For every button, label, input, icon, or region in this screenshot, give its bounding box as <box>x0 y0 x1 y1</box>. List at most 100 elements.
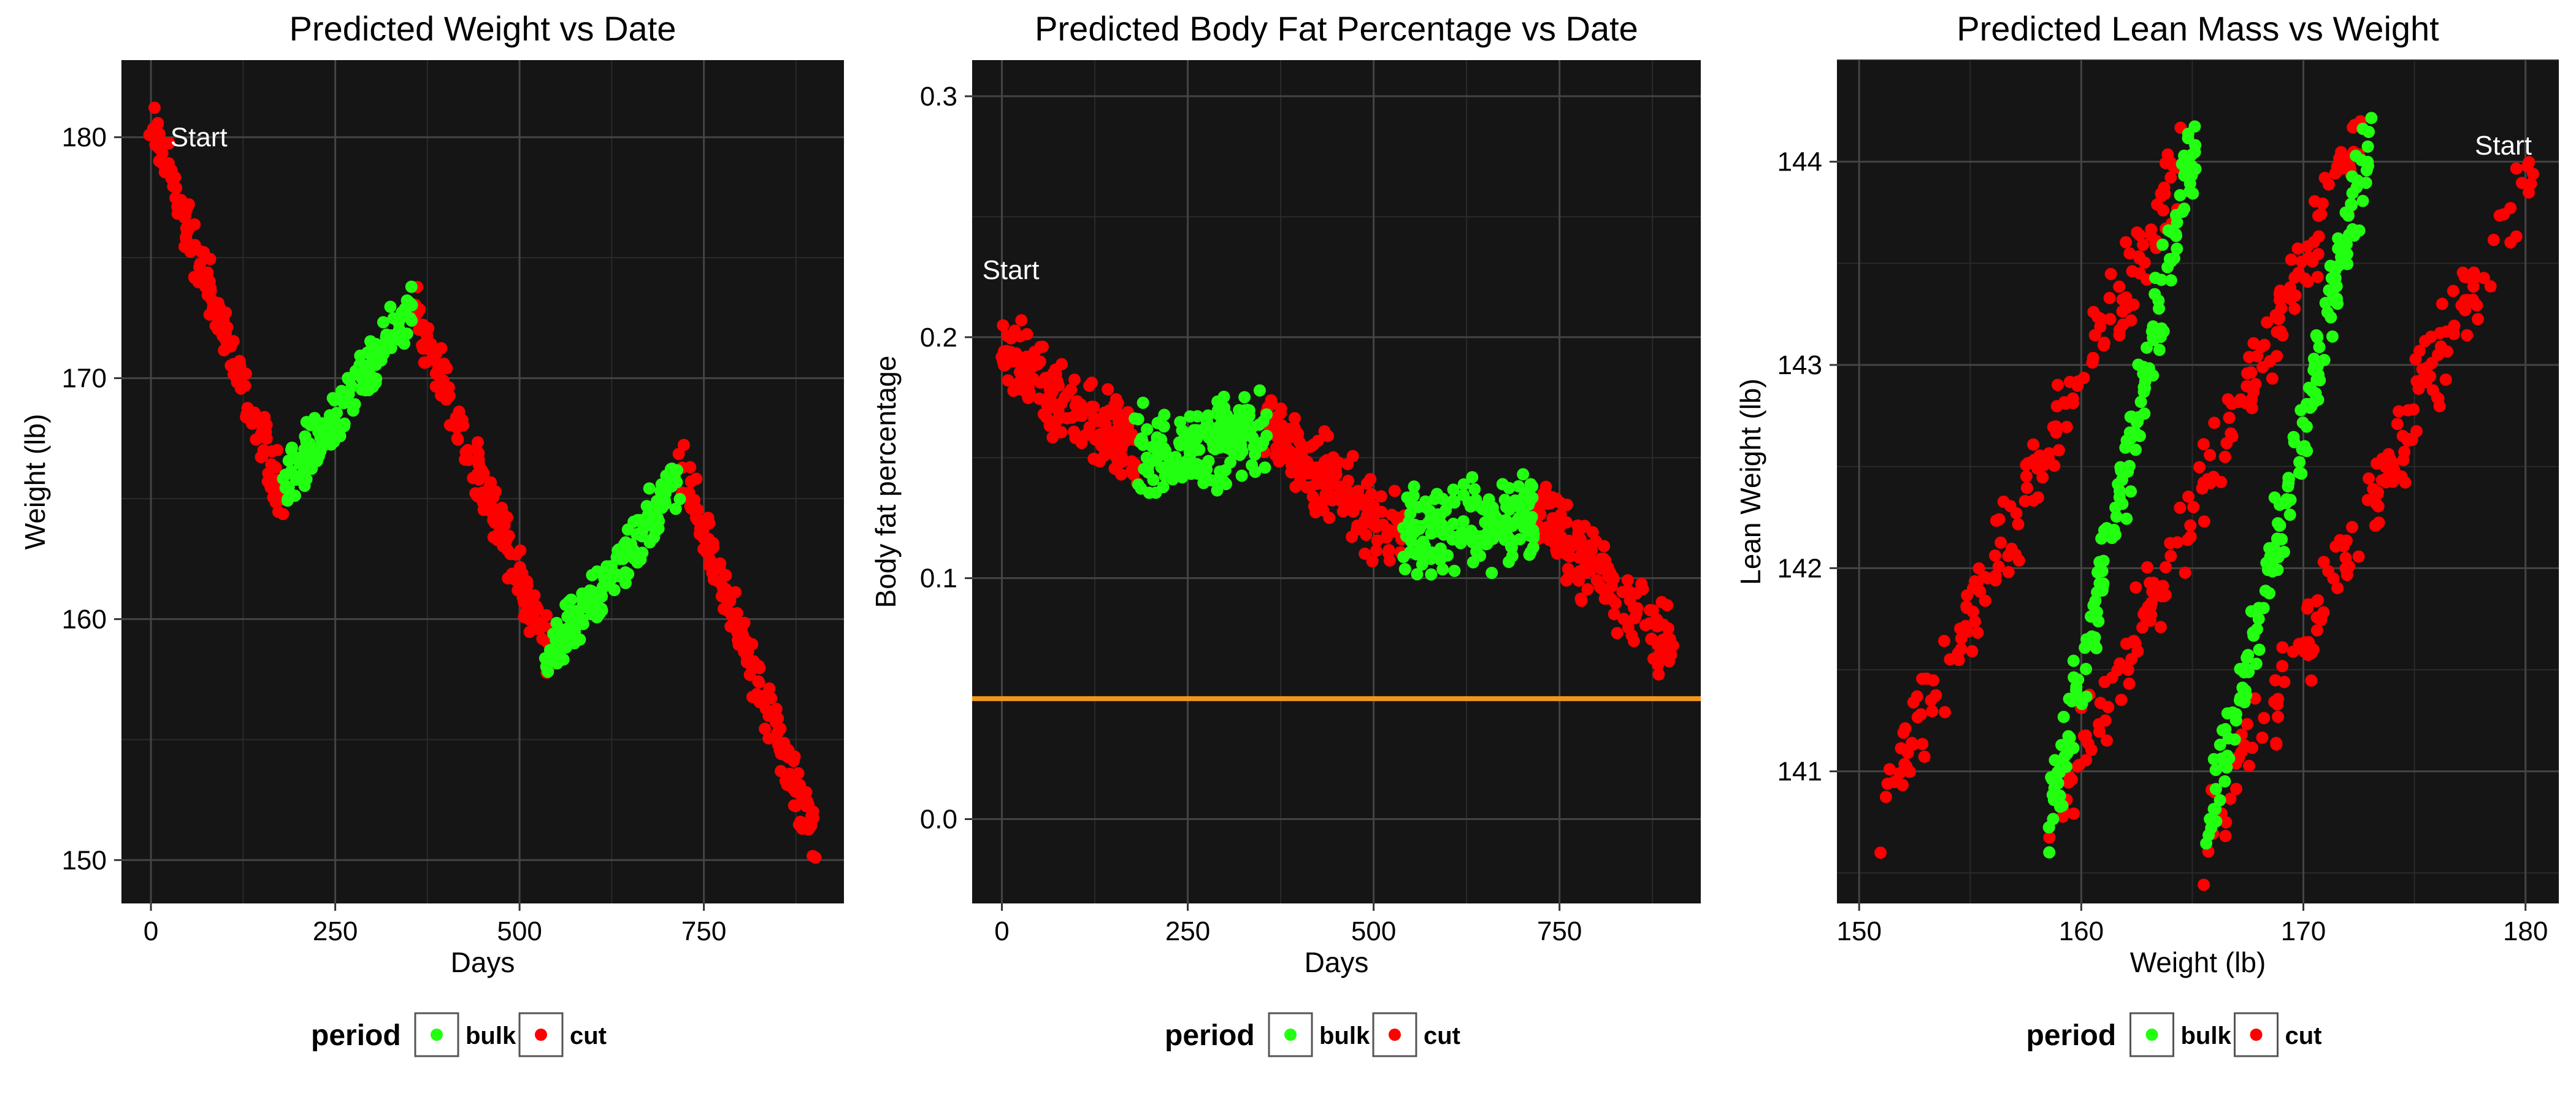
data-point-cut <box>2182 490 2195 503</box>
data-point-cut <box>1581 583 1594 596</box>
data-point-bulk <box>2301 397 2313 410</box>
y-tick-label: 0.3 <box>920 82 957 112</box>
data-point-cut <box>1982 572 1995 585</box>
data-point-bulk <box>1500 528 1513 541</box>
data-point-cut <box>506 567 518 580</box>
data-point-cut <box>1979 594 1991 607</box>
data-point-bulk <box>2329 264 2342 276</box>
data-point-cut <box>1043 420 1056 432</box>
data-point-bulk <box>557 653 570 666</box>
data-point-cut <box>2242 759 2255 772</box>
data-point-cut <box>2002 565 2015 578</box>
data-point-cut <box>2164 171 2177 184</box>
legend-label-cut: cut <box>570 1022 607 1049</box>
data-point-bulk <box>2221 707 2234 720</box>
data-point-bulk <box>1398 563 1411 575</box>
data-point-cut <box>2461 294 2474 307</box>
data-point-cut <box>2120 236 2133 248</box>
legend: period bulk cut <box>311 1012 607 1057</box>
data-point-cut <box>2272 710 2285 723</box>
data-point-bulk <box>1140 451 1153 464</box>
data-point-cut <box>1110 405 1123 418</box>
data-point-cut <box>2111 664 2124 677</box>
legend-title: period <box>2026 1019 2117 1052</box>
data-point-bulk <box>2221 752 2234 765</box>
data-point-cut <box>2101 734 2113 747</box>
data-point-cut <box>2093 718 2106 730</box>
data-point-bulk <box>2161 261 2174 274</box>
data-point-bulk <box>2209 783 2222 795</box>
data-point-bulk <box>635 530 648 543</box>
data-point-cut <box>497 508 510 521</box>
data-point-bulk <box>2171 242 2183 255</box>
data-point-cut <box>2131 226 2144 239</box>
data-point-cut <box>772 712 784 725</box>
x-axis-label: Weight (lb) <box>2130 946 2266 978</box>
legend-swatch-cut <box>2250 1029 2263 1041</box>
data-point-cut <box>2104 267 2117 280</box>
data-point-bulk <box>1228 433 1241 446</box>
data-point-cut <box>467 472 480 485</box>
data-point-cut <box>2171 536 2183 549</box>
data-point-cut <box>2113 280 2126 293</box>
data-point-cut <box>2120 291 2133 304</box>
data-point-bulk <box>2093 577 2106 589</box>
data-point-bulk <box>2307 353 2320 366</box>
data-point-cut <box>418 337 431 350</box>
data-point-cut <box>2036 471 2049 484</box>
data-point-cut <box>1874 846 1887 859</box>
data-point-cut <box>1952 654 1965 666</box>
data-point-cut <box>2063 375 2076 388</box>
data-point-cut <box>2302 598 2315 611</box>
data-point-cut <box>2145 223 2158 236</box>
data-point-bulk <box>377 316 389 329</box>
data-point-cut <box>1960 619 1972 632</box>
data-point-cut <box>741 652 754 665</box>
data-point-bulk <box>2080 662 2092 675</box>
y-tick-label: 180 <box>62 123 107 153</box>
data-point-cut <box>2123 677 2136 690</box>
data-point-bulk <box>1129 412 1141 425</box>
charts: 0 250 500 750 150 160 170 180 Predicted Weight v… <box>19 9 2559 1057</box>
data-point-bulk <box>1211 404 1224 416</box>
data-point-cut <box>2048 459 2061 472</box>
data-point-bulk <box>367 345 380 358</box>
data-point-cut <box>1019 372 1032 385</box>
data-point-cut <box>277 508 289 521</box>
data-point-cut <box>451 433 464 446</box>
data-point-bulk <box>290 451 303 464</box>
data-point-cut <box>1652 668 1665 681</box>
data-point-bulk <box>2125 485 2137 498</box>
data-point-cut <box>462 454 475 466</box>
data-point-cut <box>1597 552 1610 565</box>
data-point-cut <box>2010 507 2023 519</box>
data-point-bulk <box>595 602 608 615</box>
y-tick-label: 150 <box>62 845 107 875</box>
data-point-cut <box>2447 285 2459 297</box>
data-point-cut <box>773 736 786 749</box>
data-point-bulk <box>567 626 580 638</box>
data-point-cut <box>2128 635 2141 648</box>
data-point-bulk <box>2306 385 2319 397</box>
data-point-bulk <box>2131 416 2143 429</box>
data-point-cut <box>2331 581 2344 594</box>
legend-key-bulk <box>1268 1012 1313 1057</box>
data-point-cut <box>2155 621 2167 634</box>
data-point-cut <box>2215 475 2228 488</box>
data-point-bulk <box>2326 330 2339 343</box>
data-point-bulk <box>2200 837 2213 850</box>
data-point-cut <box>2527 167 2539 180</box>
data-point-cut <box>1595 562 1608 575</box>
legend-label-bulk: bulk <box>1319 1022 1370 1049</box>
data-point-bulk <box>1414 519 1427 532</box>
data-point-cut <box>2137 239 2150 251</box>
data-point-bulk <box>2168 252 2180 265</box>
data-point-bulk <box>2043 846 2056 859</box>
data-point-bulk <box>1514 533 1526 546</box>
data-point-cut <box>2197 476 2210 489</box>
data-point-cut <box>1015 314 1028 327</box>
data-point-bulk <box>1419 540 1432 553</box>
data-point-bulk <box>326 392 339 405</box>
data-point-bulk <box>367 372 380 385</box>
